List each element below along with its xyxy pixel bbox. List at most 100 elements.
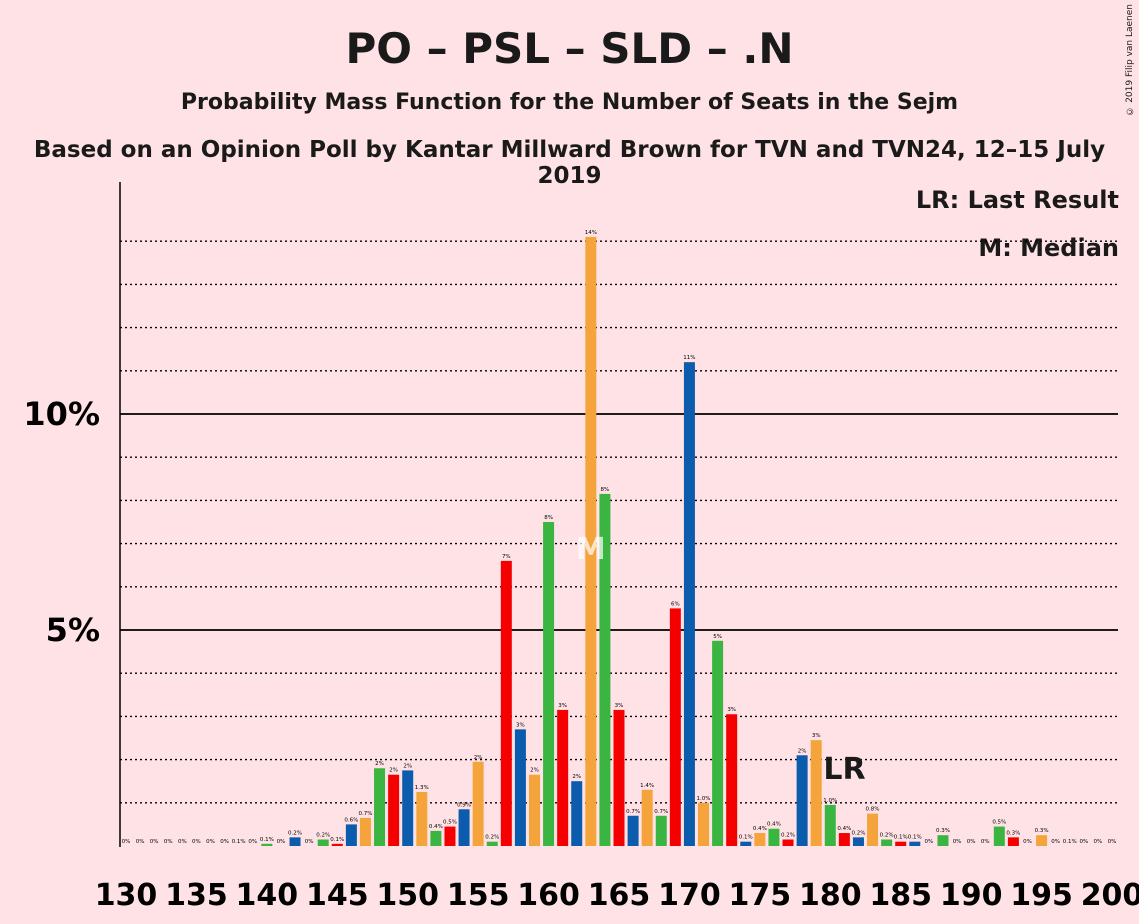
x-tick-label: 135 xyxy=(165,878,228,913)
bar xyxy=(599,493,611,846)
bar xyxy=(768,828,780,846)
bar-value-label: 0.3% xyxy=(936,828,950,834)
x-tick-label: 185 xyxy=(869,878,932,913)
bar-value-label: 2% xyxy=(798,748,807,754)
bar xyxy=(1036,835,1048,846)
bar-value-label: 0% xyxy=(150,839,159,845)
bar xyxy=(543,522,555,846)
bar xyxy=(289,837,301,846)
bar-value-label: 0.3% xyxy=(1035,828,1049,834)
chart-title: PO – PSL – SLD – .N xyxy=(345,24,794,73)
bar-value-label: 0.4% xyxy=(767,822,781,828)
bar xyxy=(514,729,526,846)
bar-value-label: 0% xyxy=(1094,839,1103,845)
bar xyxy=(261,843,273,846)
bar-value-label: 0% xyxy=(136,839,145,845)
bar xyxy=(345,824,357,846)
bar xyxy=(993,826,1005,846)
bar-value-label: 7% xyxy=(502,554,511,560)
bar xyxy=(824,804,836,846)
bar-value-label: 0% xyxy=(1108,839,1117,845)
legend-median: M: Median xyxy=(978,234,1119,262)
chart-subtitle: Probability Mass Function for the Number… xyxy=(180,90,959,115)
bar-value-label: 2% xyxy=(403,763,412,769)
bar-value-label: 0.5% xyxy=(992,820,1006,826)
bar-value-label: 5% xyxy=(713,634,722,640)
bar xyxy=(641,789,653,846)
bar xyxy=(571,781,583,846)
bar-value-label: 0.9% xyxy=(457,802,471,808)
bar-value-label: 0.2% xyxy=(781,833,795,839)
x-tick-label: 150 xyxy=(376,878,439,913)
bar xyxy=(359,817,371,846)
bar-value-label: 8% xyxy=(544,515,553,521)
last-result-marker: LR xyxy=(823,752,865,787)
bar-value-label: 0.1% xyxy=(894,835,908,841)
bar-value-label: 0.1% xyxy=(739,835,753,841)
bar xyxy=(613,709,625,846)
bar-value-label: 0% xyxy=(206,839,215,845)
bar-value-label: 0.2% xyxy=(880,833,894,839)
bar-value-label: 0% xyxy=(277,839,286,845)
bar-value-label: 0.5% xyxy=(443,820,457,826)
bar-value-label: 0.1% xyxy=(232,839,246,845)
bar-value-label: 0.4% xyxy=(837,826,851,832)
bar-value-label: 1.4% xyxy=(640,783,654,789)
bar xyxy=(402,770,414,846)
bar-value-label: 0.7% xyxy=(626,809,640,815)
bar xyxy=(500,560,512,846)
bar-value-label: 0% xyxy=(178,839,187,845)
bar xyxy=(683,362,695,846)
bar-value-label: 8% xyxy=(601,487,610,493)
bar-value-label: 0.1% xyxy=(1063,839,1077,845)
x-tick-label: 130 xyxy=(95,878,158,913)
bar xyxy=(726,714,738,846)
bar-value-label: 1.0% xyxy=(697,796,711,802)
bar-value-label: 0.8% xyxy=(866,807,880,813)
bar-value-label: 0% xyxy=(122,839,131,845)
bar-value-label: 0.6% xyxy=(344,817,358,823)
bar-value-label: 1.0% xyxy=(823,798,837,804)
x-tick-label: 145 xyxy=(306,878,369,913)
bar-value-label: 0% xyxy=(220,839,229,845)
bar-value-label: 0.4% xyxy=(429,824,443,830)
bar xyxy=(416,792,428,846)
y-tick-label: 10% xyxy=(23,395,100,433)
bar-value-label: 0.2% xyxy=(288,830,302,836)
bar xyxy=(810,740,822,846)
bar xyxy=(881,839,893,846)
bar-value-label: 0% xyxy=(248,839,257,845)
bar-value-label: 0.7% xyxy=(654,809,668,815)
bar xyxy=(852,837,864,846)
bar xyxy=(909,841,921,846)
bar xyxy=(585,236,597,846)
bar xyxy=(669,608,681,846)
bar xyxy=(458,809,470,846)
bar-value-label: 6% xyxy=(671,601,680,607)
bar-value-label: 2% xyxy=(375,761,384,767)
legend-last-result: LR: Last Result xyxy=(915,186,1119,214)
bar-value-label: 2% xyxy=(389,768,398,774)
bar-value-label: 0% xyxy=(192,839,201,845)
bar-value-label: 0.1% xyxy=(260,837,274,843)
bar-value-label: 1.3% xyxy=(415,785,429,791)
bar-value-label: 0.1% xyxy=(908,835,922,841)
bar-value-label: 2% xyxy=(474,755,483,761)
bar xyxy=(655,815,667,846)
bar-value-label: 0% xyxy=(953,839,962,845)
bar xyxy=(712,640,724,846)
bar-value-label: 0.4% xyxy=(753,826,767,832)
x-tick-label: 160 xyxy=(517,878,580,913)
x-tick-label: 170 xyxy=(658,878,721,913)
bar-value-label: 0% xyxy=(925,839,934,845)
bar-value-label: 0% xyxy=(1023,839,1032,845)
bar xyxy=(331,843,343,846)
bar xyxy=(754,833,766,846)
x-tick-label: 190 xyxy=(940,878,1003,913)
bar-value-label: 0% xyxy=(305,839,314,845)
bar-value-label: 3% xyxy=(727,707,736,713)
bar xyxy=(1007,837,1019,846)
bar xyxy=(557,709,569,846)
bar-value-label: 0% xyxy=(981,839,990,845)
x-tick-label: 140 xyxy=(236,878,299,913)
